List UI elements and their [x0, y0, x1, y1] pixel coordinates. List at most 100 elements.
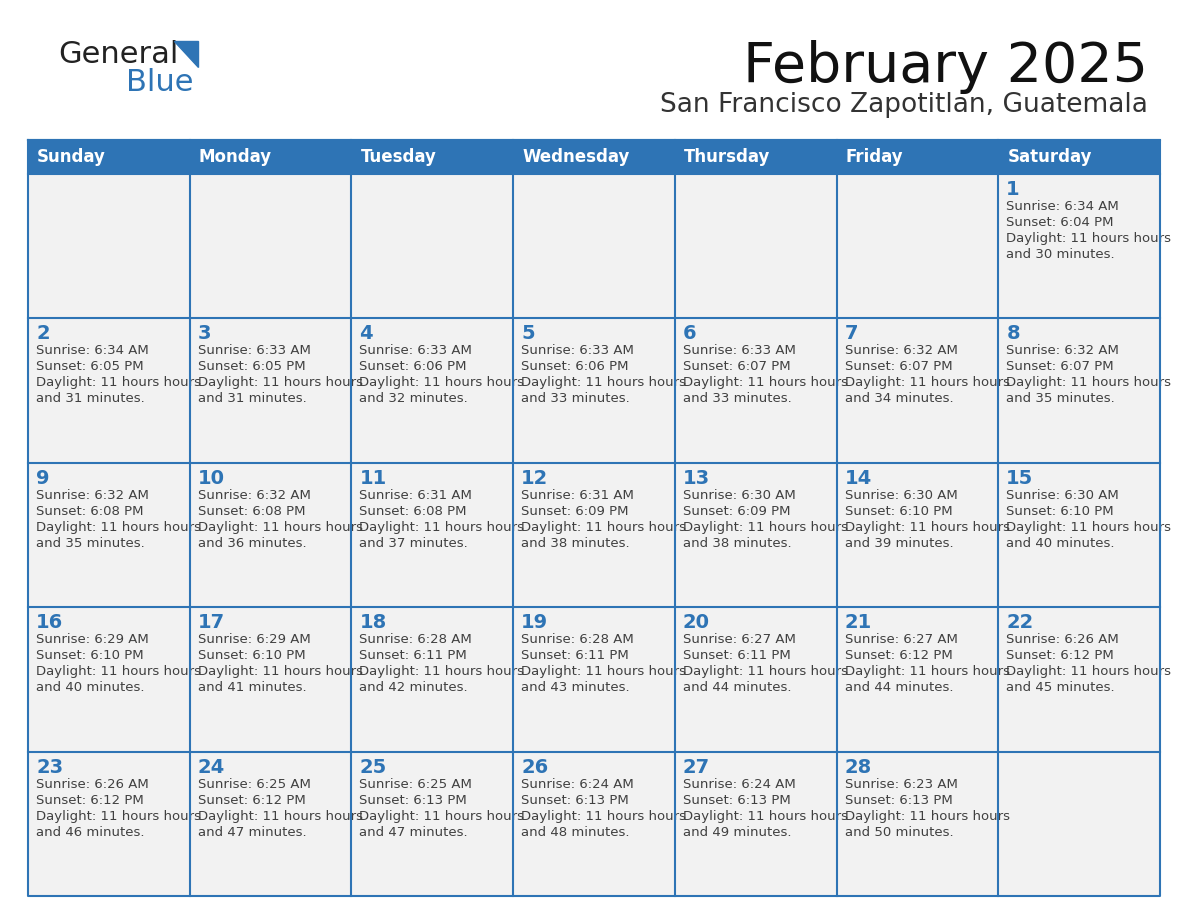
Text: Sunset: 6:12 PM: Sunset: 6:12 PM [36, 793, 144, 807]
Text: Wednesday: Wednesday [523, 148, 630, 166]
Text: 24: 24 [197, 757, 225, 777]
Text: Monday: Monday [198, 148, 272, 166]
Text: Daylight: 11 hours hours: Daylight: 11 hours hours [845, 521, 1010, 533]
Text: and 38 minutes.: and 38 minutes. [522, 537, 630, 550]
Text: Sunrise: 6:28 AM: Sunrise: 6:28 AM [360, 633, 472, 646]
Bar [675, 174, 836, 319]
Text: Daylight: 11 hours hours: Daylight: 11 hours hours [36, 810, 201, 823]
Text: Sunrise: 6:31 AM: Sunrise: 6:31 AM [522, 488, 634, 502]
Text: 5: 5 [522, 324, 535, 343]
Text: Sunrise: 6:33 AM: Sunrise: 6:33 AM [683, 344, 796, 357]
Text: Sunset: 6:13 PM: Sunset: 6:13 PM [360, 793, 467, 807]
Bar [352, 140, 513, 174]
Text: Daylight: 11 hours hours: Daylight: 11 hours hours [1006, 232, 1171, 245]
Text: and 47 minutes.: and 47 minutes. [197, 825, 307, 839]
Text: Thursday: Thursday [684, 148, 770, 166]
Text: 15: 15 [1006, 469, 1034, 487]
Text: Sunrise: 6:29 AM: Sunrise: 6:29 AM [197, 633, 310, 646]
Text: and 36 minutes.: and 36 minutes. [197, 537, 307, 550]
Text: Daylight: 11 hours hours: Daylight: 11 hours hours [197, 810, 362, 823]
Text: Daylight: 11 hours hours: Daylight: 11 hours hours [360, 376, 524, 389]
Text: 19: 19 [522, 613, 549, 633]
Bar [352, 319, 513, 463]
Text: Sunrise: 6:25 AM: Sunrise: 6:25 AM [197, 778, 310, 790]
Text: 17: 17 [197, 613, 225, 633]
Bar [352, 752, 513, 896]
Text: 12: 12 [522, 469, 549, 487]
Bar [29, 607, 190, 752]
Text: Sunset: 6:08 PM: Sunset: 6:08 PM [360, 505, 467, 518]
Text: Sunset: 6:06 PM: Sunset: 6:06 PM [360, 361, 467, 374]
Bar [190, 319, 352, 463]
Bar [836, 463, 998, 607]
Text: and 30 minutes.: and 30 minutes. [1006, 248, 1114, 261]
Text: San Francisco Zapotitlan, Guatemala: San Francisco Zapotitlan, Guatemala [661, 92, 1148, 118]
Text: Sunset: 6:10 PM: Sunset: 6:10 PM [197, 649, 305, 662]
Text: Sunset: 6:09 PM: Sunset: 6:09 PM [683, 505, 790, 518]
Text: 23: 23 [36, 757, 63, 777]
Text: Sunset: 6:06 PM: Sunset: 6:06 PM [522, 361, 628, 374]
Bar [836, 607, 998, 752]
Text: 14: 14 [845, 469, 872, 487]
Text: Sunrise: 6:27 AM: Sunrise: 6:27 AM [683, 633, 796, 646]
Text: Daylight: 11 hours hours: Daylight: 11 hours hours [683, 810, 848, 823]
Text: Sunrise: 6:34 AM: Sunrise: 6:34 AM [1006, 200, 1119, 213]
Text: Sunset: 6:11 PM: Sunset: 6:11 PM [683, 649, 790, 662]
Bar [513, 174, 675, 319]
Bar [190, 752, 352, 896]
Bar [998, 174, 1159, 319]
Text: February 2025: February 2025 [742, 40, 1148, 94]
Text: Sunset: 6:05 PM: Sunset: 6:05 PM [36, 361, 144, 374]
Text: and 43 minutes.: and 43 minutes. [522, 681, 630, 694]
Text: and 38 minutes.: and 38 minutes. [683, 537, 791, 550]
Text: 18: 18 [360, 613, 386, 633]
Bar [513, 607, 675, 752]
Text: 1: 1 [1006, 180, 1020, 199]
Bar [190, 174, 352, 319]
Text: Sunset: 6:08 PM: Sunset: 6:08 PM [36, 505, 144, 518]
Text: and 44 minutes.: and 44 minutes. [683, 681, 791, 694]
Text: and 44 minutes.: and 44 minutes. [845, 681, 953, 694]
Text: Sunrise: 6:30 AM: Sunrise: 6:30 AM [845, 488, 958, 502]
Text: Daylight: 11 hours hours: Daylight: 11 hours hours [522, 521, 687, 533]
Bar [190, 607, 352, 752]
Text: 3: 3 [197, 324, 211, 343]
Bar [836, 174, 998, 319]
Bar [998, 463, 1159, 607]
Bar [29, 752, 190, 896]
Text: Sunrise: 6:24 AM: Sunrise: 6:24 AM [683, 778, 796, 790]
Text: 25: 25 [360, 757, 386, 777]
Text: Sunrise: 6:27 AM: Sunrise: 6:27 AM [845, 633, 958, 646]
Text: and 32 minutes.: and 32 minutes. [360, 392, 468, 406]
Text: Daylight: 11 hours hours: Daylight: 11 hours hours [845, 666, 1010, 678]
Bar [836, 319, 998, 463]
Text: Sunrise: 6:24 AM: Sunrise: 6:24 AM [522, 778, 634, 790]
Text: and 50 minutes.: and 50 minutes. [845, 825, 953, 839]
Text: 13: 13 [683, 469, 710, 487]
Text: 4: 4 [360, 324, 373, 343]
Text: Daylight: 11 hours hours: Daylight: 11 hours hours [36, 521, 201, 533]
Text: Daylight: 11 hours hours: Daylight: 11 hours hours [360, 521, 524, 533]
Text: 21: 21 [845, 613, 872, 633]
Bar [29, 174, 190, 319]
Text: Sunset: 6:10 PM: Sunset: 6:10 PM [1006, 505, 1114, 518]
Text: Sunset: 6:07 PM: Sunset: 6:07 PM [683, 361, 790, 374]
Bar [513, 752, 675, 896]
Bar [190, 463, 352, 607]
Text: Daylight: 11 hours hours: Daylight: 11 hours hours [360, 666, 524, 678]
Text: Saturday: Saturday [1007, 148, 1092, 166]
Bar [352, 463, 513, 607]
Bar [29, 463, 190, 607]
Text: Daylight: 11 hours hours: Daylight: 11 hours hours [522, 810, 687, 823]
Text: Sunrise: 6:33 AM: Sunrise: 6:33 AM [197, 344, 310, 357]
Text: Sunset: 6:13 PM: Sunset: 6:13 PM [845, 793, 953, 807]
Bar [513, 140, 675, 174]
Text: General: General [58, 40, 178, 69]
Text: 8: 8 [1006, 324, 1020, 343]
Bar [998, 752, 1159, 896]
Text: 28: 28 [845, 757, 872, 777]
Text: Sunrise: 6:33 AM: Sunrise: 6:33 AM [360, 344, 473, 357]
Polygon shape [173, 41, 198, 67]
Bar [836, 140, 998, 174]
Text: Daylight: 11 hours hours: Daylight: 11 hours hours [683, 521, 848, 533]
